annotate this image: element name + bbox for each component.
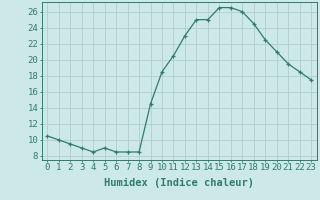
- X-axis label: Humidex (Indice chaleur): Humidex (Indice chaleur): [104, 178, 254, 188]
